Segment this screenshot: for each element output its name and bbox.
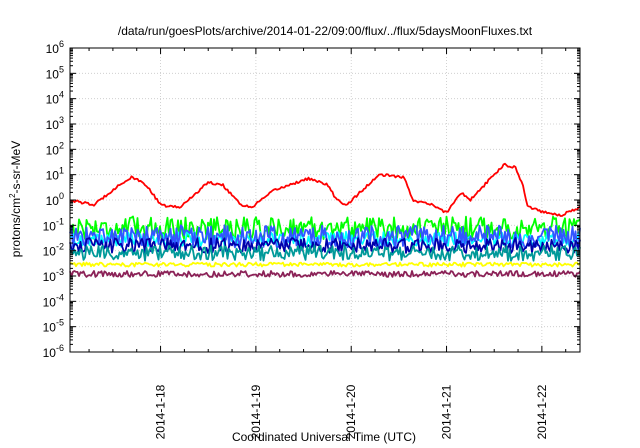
series-line (69, 237, 581, 254)
y-tick-label: 101 (46, 166, 64, 183)
x-tick-label: 2014-1-20 (344, 384, 358, 439)
series-line (69, 261, 581, 268)
y-axis-label: protons/cm2-s-sr-MeV (8, 141, 23, 257)
y-tick-label: 10-4 (43, 292, 64, 309)
grid (70, 47, 580, 353)
series-line (69, 162, 581, 217)
chart-title: /data/run/goesPlots/archive/2014-01-22/0… (118, 24, 533, 38)
y-axis-label-pre: protons/cm (9, 198, 23, 257)
y-tick-label: 10-5 (43, 318, 64, 335)
y-tick-label: 103 (46, 115, 64, 132)
y-axis-label-post: -s-sr-MeV (9, 141, 23, 194)
series-layer (69, 162, 581, 278)
y-tick-label: 106 (46, 39, 64, 56)
y-tick-label: 105 (46, 64, 64, 81)
series-line (69, 224, 581, 250)
x-axis: 2014-1-18 2014-1-19 2014-1-20 2014-1-21 2014… (88, 48, 567, 439)
y-tick-label: 104 (46, 90, 64, 107)
y-tick-label: 10-1 (43, 216, 64, 233)
y-tick-label: 10-3 (43, 267, 64, 284)
x-tick-label: 2014-1-22 (535, 384, 549, 439)
series-line (69, 270, 581, 278)
x-tick-label: 2014-1-21 (440, 384, 454, 439)
x-axis-label: Coordinated Universal Time (UTC) (232, 430, 416, 444)
series-line (69, 244, 581, 262)
y-tick-label: 100 (46, 191, 64, 208)
y-axis-label-sup: 2 (8, 193, 17, 198)
y-tick-label: 10-6 (43, 343, 64, 360)
x-tick-label: 2014-1-19 (249, 384, 263, 439)
y-tick-label: 102 (46, 140, 64, 157)
y-axis: 106 105 104 103 102 101 100 10-1 10-2 10-3 10-4 10-… (43, 39, 580, 360)
y-tick-label: 10-2 (43, 242, 64, 259)
x-tick-label: 2014-1-18 (154, 384, 168, 439)
